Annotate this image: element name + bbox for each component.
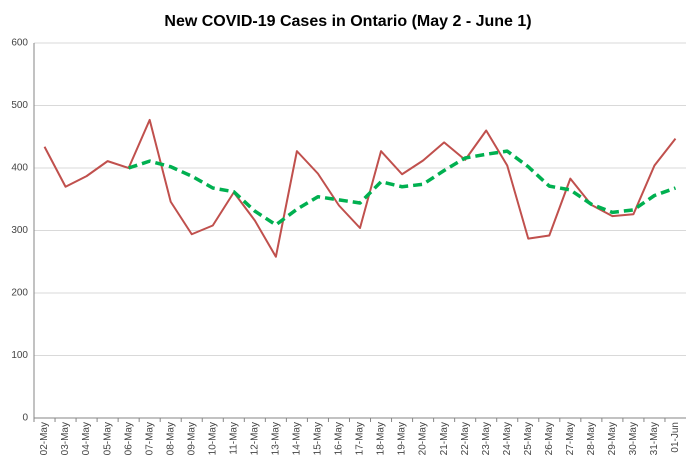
x-tick-label: 17-May <box>355 422 366 455</box>
x-tick-label: 29-May <box>607 422 618 455</box>
x-tick-label: 19-May <box>397 422 408 455</box>
x-tick-label: 08-May <box>165 422 176 455</box>
x-tick-label: 23-May <box>481 422 492 455</box>
y-tick-label: 200 <box>11 288 28 299</box>
x-tick-label: 28-May <box>586 422 597 455</box>
x-tick-label: 24-May <box>502 422 513 455</box>
x-tick-label: 05-May <box>102 422 113 455</box>
x-tick-label: 26-May <box>544 422 555 455</box>
x-tick-label: 10-May <box>207 422 218 455</box>
x-tick-label: 30-May <box>628 422 639 455</box>
x-tick-label: 21-May <box>439 422 450 455</box>
y-tick-label: 500 <box>11 100 28 111</box>
x-tick-label: 31-May <box>649 422 660 455</box>
x-tick-label: 03-May <box>60 422 71 455</box>
series-line <box>128 149 677 227</box>
x-tick-label: 09-May <box>186 422 197 455</box>
x-tick-label: 16-May <box>334 422 345 455</box>
x-tick-label: 07-May <box>144 422 155 455</box>
x-tick-label: 13-May <box>271 422 282 455</box>
y-tick-label: 300 <box>11 225 28 236</box>
x-tick-label: 06-May <box>123 422 134 455</box>
y-tick-label: 600 <box>11 38 28 49</box>
chart-title: New COVID-19 Cases in Ontario (May 2 - J… <box>164 13 531 30</box>
x-tick-label: 14-May <box>292 422 303 455</box>
y-tick-label: 0 <box>22 413 28 424</box>
x-tick-label: 02-May <box>39 422 50 455</box>
x-tick-label: 27-May <box>565 422 576 455</box>
series-line <box>43 118 677 258</box>
y-tick-label: 400 <box>11 163 28 174</box>
x-tick-label: 20-May <box>418 422 429 455</box>
x-tick-label: 04-May <box>81 422 92 455</box>
x-tick-label: 15-May <box>313 422 324 455</box>
x-tick-label: 12-May <box>249 422 260 455</box>
y-tick-label: 100 <box>11 350 28 361</box>
x-tick-label: 01-Jun <box>670 422 681 453</box>
x-tick-label: 22-May <box>460 422 471 455</box>
x-tick-label: 18-May <box>376 422 387 455</box>
x-tick-label: 11-May <box>228 422 239 455</box>
x-tick-label: 25-May <box>523 422 534 455</box>
